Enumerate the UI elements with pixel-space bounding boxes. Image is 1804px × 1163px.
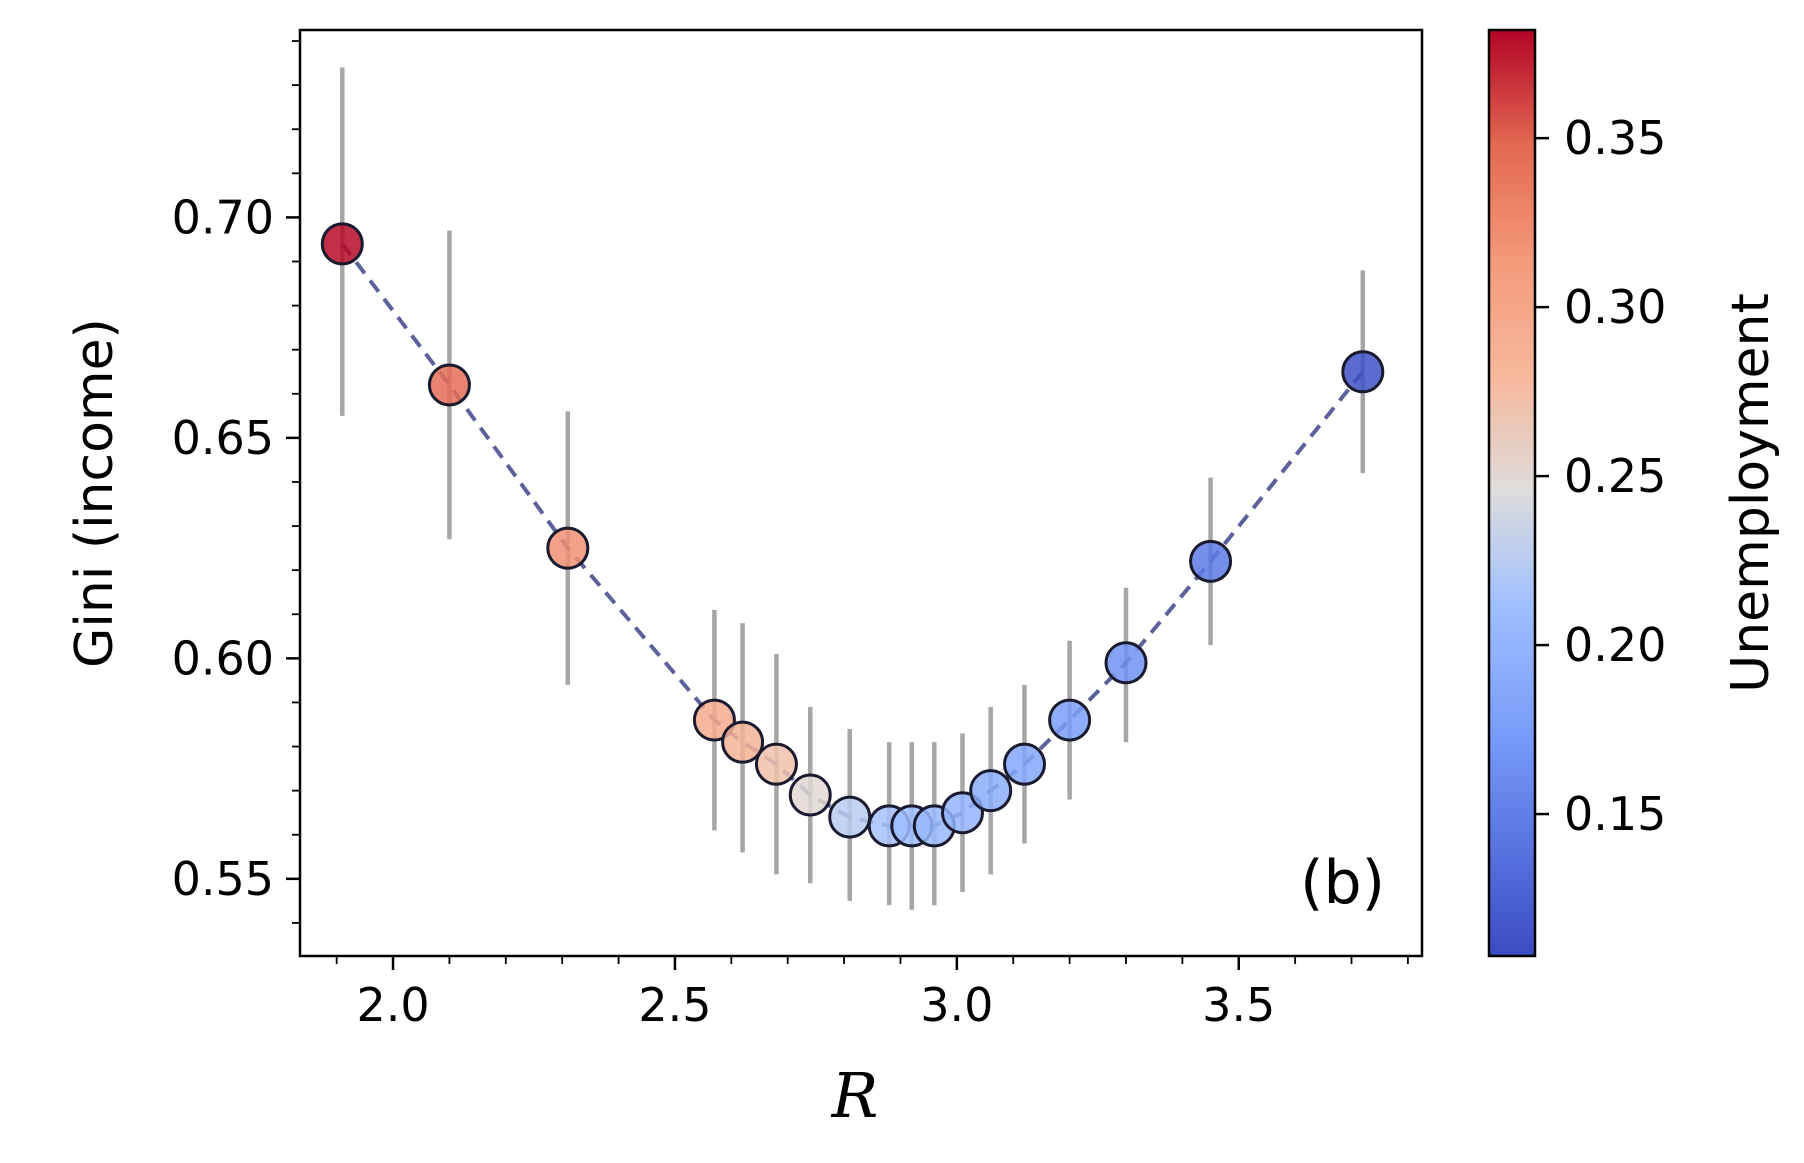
y-tick-label: 0.60 xyxy=(172,631,274,685)
y-axis: 0.55 0.60 0.65 0.70 xyxy=(172,40,300,924)
colorbar-tick-label: 0.25 xyxy=(1564,449,1666,503)
colorbar-tick-label: 0.15 xyxy=(1564,787,1666,841)
y-tick-label: 0.55 xyxy=(172,852,274,906)
data-point xyxy=(828,795,872,839)
data-point xyxy=(692,698,736,742)
colorbar-tick-label: 0.30 xyxy=(1564,280,1666,334)
plot-area xyxy=(320,67,1385,910)
data-point xyxy=(1104,641,1148,685)
x-tick-label: 2.5 xyxy=(638,978,711,1032)
x-tick-label: 3.5 xyxy=(1202,978,1275,1032)
data-point xyxy=(1003,742,1047,786)
data-point xyxy=(754,742,798,786)
data-point xyxy=(1189,539,1233,583)
data-point xyxy=(940,791,984,835)
plot-frame xyxy=(298,28,1424,958)
y-axis-label: Gini (income) xyxy=(65,318,125,668)
colorbar-tick-label: 0.20 xyxy=(1564,618,1666,672)
data-point xyxy=(788,773,832,817)
data-point xyxy=(320,222,364,266)
x-axis: 2.0 2.5 3.0 3.5 xyxy=(335,956,1409,1032)
x-tick-label: 3.0 xyxy=(920,978,993,1032)
data-point xyxy=(1341,350,1385,394)
data-point xyxy=(1048,698,1092,742)
x-axis-label: R xyxy=(831,1059,879,1132)
panel-label: (b) xyxy=(1300,848,1385,918)
x-tick-label: 2.0 xyxy=(356,978,429,1032)
y-tick-label: 0.65 xyxy=(172,411,274,465)
colorbar-frame xyxy=(1487,28,1537,958)
y-tick-label: 0.70 xyxy=(172,190,274,244)
data-point xyxy=(427,363,471,407)
colorbar-axis: 0.15 0.20 0.25 0.30 0.35 xyxy=(1535,111,1666,841)
data-point xyxy=(969,769,1013,813)
data-point xyxy=(721,720,765,764)
colorbar-label: Unemployment xyxy=(1721,293,1781,693)
data-point xyxy=(546,526,590,570)
colorbar-tick-label: 0.35 xyxy=(1564,111,1666,165)
colorbar xyxy=(1489,30,1535,956)
